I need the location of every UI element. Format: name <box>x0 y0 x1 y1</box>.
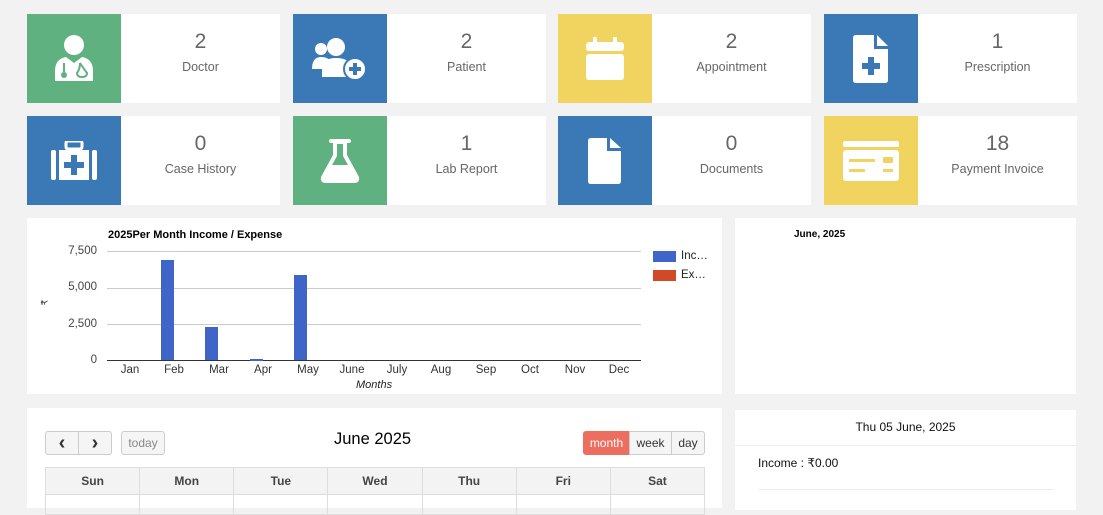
stat-card-documents[interactable]: 0 Documents <box>558 116 811 205</box>
chevron-right-icon: › <box>91 432 99 454</box>
gridline-7500 <box>107 251 641 252</box>
weekday-thu: Thu <box>421 467 517 495</box>
x-tick-july: July <box>386 364 408 376</box>
day-summary-panel: Thu 05 June, 2025 Income : ₹0.00 <box>735 410 1076 510</box>
x-tick-may: May <box>297 364 319 376</box>
doctor-icon <box>27 14 121 103</box>
bar-income-may[interactable] <box>294 275 307 360</box>
x-axis-line <box>107 360 641 361</box>
prescription-label: Prescription <box>964 60 1031 74</box>
payment-invoice-label: Payment Invoice <box>951 162 1044 176</box>
gridline-5000 <box>107 288 641 289</box>
doctor-count: 2 <box>194 30 207 53</box>
x-tick-oct: Oct <box>521 364 539 376</box>
today-button[interactable]: today <box>121 431 165 455</box>
stat-card-lab-report[interactable]: 1 Lab Report <box>293 116 546 205</box>
calendar-day-cell[interactable] <box>139 494 235 515</box>
y-axis-label: ₹ <box>39 299 50 306</box>
calendar-day-cell[interactable] <box>327 494 423 515</box>
next-month-button[interactable]: › <box>78 431 112 455</box>
legend-expense-swatch <box>653 270 676 281</box>
add-patient-icon <box>293 14 387 103</box>
y-tick-2500: 2,500 <box>68 318 97 330</box>
x-tick-apr: Apr <box>254 364 272 376</box>
calendar-grid: Sun Mon Tue Wed Thu Fri Sat <box>44 467 706 515</box>
documents-label: Documents <box>699 162 764 176</box>
x-tick-nov: Nov <box>564 364 586 376</box>
chevron-left-icon: ‹ <box>58 432 66 454</box>
weekday-sat: Sat <box>609 467 706 495</box>
day-summary-divider <box>735 445 1076 446</box>
documents-count: 0 <box>725 132 738 155</box>
calendar-title: June 2025 <box>334 430 412 448</box>
week-view-button[interactable]: week <box>629 431 672 455</box>
patient-count: 2 <box>460 30 473 53</box>
x-tick-jan: Jan <box>120 364 140 376</box>
x-tick-dec: Dec <box>608 364 630 376</box>
monthly-chart-panel: June, 2025 <box>735 218 1076 394</box>
weekday-tue: Tue <box>233 467 329 495</box>
bar-income-apr[interactable] <box>250 359 263 361</box>
calendar-day-cell[interactable] <box>515 494 611 515</box>
appointment-count: 2 <box>725 30 738 53</box>
x-tick-sep: Sep <box>475 364 497 376</box>
bar-income-mar[interactable] <box>205 327 218 360</box>
case-history-label: Case History <box>164 162 237 176</box>
calendar-panel: ‹ › today June 2025 month week day Sun M… <box>27 408 722 515</box>
day-view-button[interactable]: day <box>671 431 705 455</box>
calendar-day-cell[interactable] <box>233 494 329 515</box>
calendar-day-cell[interactable] <box>44 494 141 515</box>
income-amount: Income : ₹0.00 <box>758 456 839 470</box>
flask-icon <box>293 116 387 205</box>
medical-kit-icon <box>27 116 121 205</box>
x-tick-feb: Feb <box>164 364 184 376</box>
stat-card-case-history[interactable]: 0 Case History <box>27 116 280 205</box>
y-tick-7500: 7,500 <box>68 245 97 257</box>
chart-title: 2025Per Month Income / Expense <box>108 229 283 241</box>
prescription-count: 1 <box>991 30 1004 53</box>
patient-label: Patient <box>447 60 486 74</box>
x-tick-june: June <box>339 364 365 376</box>
x-tick-mar: Mar <box>209 364 229 376</box>
lab-report-label: Lab Report <box>435 162 498 176</box>
legend-income-label[interactable]: Inc… <box>681 250 708 262</box>
prev-month-button[interactable]: ‹ <box>45 431 79 455</box>
weekday-sun: Sun <box>44 467 141 495</box>
weekday-fri: Fri <box>515 467 611 495</box>
stat-card-prescription[interactable]: 1 Prescription <box>824 14 1077 103</box>
stat-card-patient[interactable]: 2 Patient <box>293 14 546 103</box>
prescription-file-icon <box>824 14 918 103</box>
bar-income-feb[interactable] <box>161 260 174 360</box>
month-view-button[interactable]: month <box>583 431 630 455</box>
legend-expense-label[interactable]: Ex… <box>681 269 706 281</box>
y-tick-0: 0 <box>90 354 97 366</box>
x-tick-aug: Aug <box>430 364 452 376</box>
lab-report-count: 1 <box>460 132 473 155</box>
calendar-day-cell[interactable] <box>421 494 517 515</box>
appointment-label: Appointment <box>696 60 767 74</box>
payment-invoice-count: 18 <box>985 132 1010 155</box>
stat-card-appointment[interactable]: 2 Appointment <box>558 14 811 103</box>
credit-card-icon <box>824 116 918 205</box>
weekday-mon: Mon <box>139 467 235 495</box>
legend-income-swatch <box>653 251 676 262</box>
monthly-chart-title: June, 2025 <box>794 229 846 240</box>
income-divider <box>758 489 1054 490</box>
calendar-day-cell[interactable] <box>609 494 706 515</box>
gridline-2500 <box>107 324 641 325</box>
day-summary-date: Thu 05 June, 2025 <box>855 420 956 434</box>
document-icon <box>558 116 652 205</box>
calendar-icon <box>558 14 652 103</box>
income-expense-chart-panel: 2025Per Month Income / Expense 7,500 5,0… <box>27 218 722 394</box>
stat-card-doctor[interactable]: 2 Doctor <box>27 14 280 103</box>
case-history-count: 0 <box>194 132 207 155</box>
y-tick-5000: 5,000 <box>68 281 97 293</box>
doctor-label: Doctor <box>182 60 219 74</box>
weekday-wed: Wed <box>327 467 423 495</box>
stat-card-payment-invoice[interactable]: 18 Payment Invoice <box>824 116 1077 205</box>
x-axis-label: Months <box>356 379 393 391</box>
